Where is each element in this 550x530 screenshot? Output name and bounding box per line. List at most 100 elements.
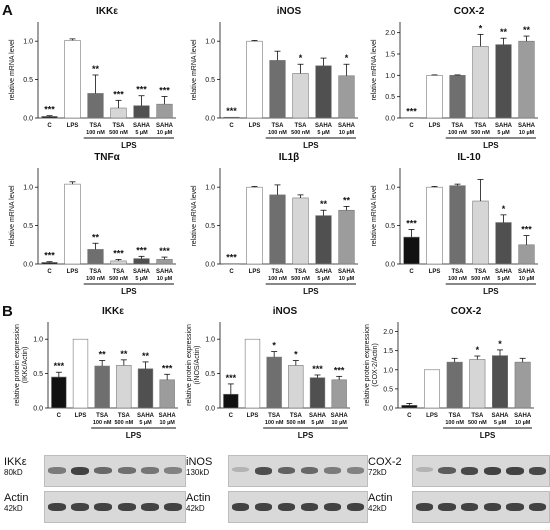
significance-mark: *** — [406, 107, 417, 117]
x-tick-sublabel: 500 nM — [115, 420, 134, 426]
chart-title: IL1β — [279, 152, 300, 163]
bar — [41, 116, 58, 119]
y-tick-label: 0.0 — [23, 116, 33, 123]
bar — [116, 365, 132, 409]
blot-band — [141, 503, 159, 511]
significance-mark: *** — [54, 361, 65, 371]
blot-band — [164, 467, 183, 474]
blot-band — [231, 503, 250, 511]
blot-protein-name: Actin — [368, 492, 393, 504]
significance-mark: *** — [136, 85, 147, 95]
significance-mark: *** — [44, 251, 55, 261]
x-tick-label: C — [47, 123, 52, 129]
y-tick-label: 1.0 — [33, 337, 43, 344]
x-tick-label: SAHA — [331, 413, 349, 419]
blot-band — [94, 467, 113, 475]
bar — [269, 60, 286, 119]
y-tick-label: 0.5 — [23, 77, 33, 84]
significance-mark: *** — [113, 89, 124, 99]
x-tick-sublabel: 5 µM — [135, 276, 148, 282]
x-tick-label: TSA — [290, 413, 303, 419]
significance-mark: ** — [500, 27, 508, 37]
blot-band — [438, 503, 456, 511]
x-tick-sublabel: 100 nM — [448, 130, 467, 136]
blot-label-bottom: Actin 42kD — [186, 492, 210, 513]
group-label: LPS — [121, 287, 137, 296]
blot-molecular-weight: 42kD — [186, 504, 205, 513]
chart-b1: IKKε relative protein expression(IKKε/Act… — [14, 306, 178, 440]
x-tick-label: LPS — [247, 413, 259, 419]
y-tick-label: 2.0 — [385, 30, 395, 37]
x-tick-label: TSA — [90, 123, 103, 129]
x-tick-label: LPS — [67, 123, 79, 129]
bar — [423, 369, 441, 409]
blot-band — [529, 467, 547, 475]
x-tick-label: SAHA — [518, 123, 536, 129]
bar — [269, 194, 286, 265]
x-tick-label: SAHA — [156, 269, 174, 275]
significance-mark: *** — [521, 225, 532, 235]
y-tick-label: 0.5 — [33, 371, 43, 378]
blot-band — [438, 467, 456, 475]
blot-protein-name: Actin — [4, 492, 29, 504]
y-tick-label: 1.0 — [205, 185, 215, 192]
x-tick-sublabel: 500 nM — [109, 276, 128, 282]
bar — [331, 379, 347, 409]
blot-strip-bottom — [44, 491, 186, 523]
x-tick-label: TSA — [118, 413, 131, 419]
blot-band — [141, 467, 159, 474]
significance-mark: ** — [343, 195, 351, 205]
chart-title: IL-10 — [457, 152, 481, 163]
bar — [315, 215, 332, 265]
y-axis-label: relative mRNA level — [9, 39, 16, 101]
significance-mark: ** — [523, 25, 531, 35]
y-axis-label: relative mRNA level — [191, 185, 198, 247]
x-tick-sublabel: 10 µM — [515, 420, 531, 426]
x-tick-sublabel: 500 nM — [471, 130, 490, 136]
y-axis-label: relative protein expression(iNOS/Actin) — [186, 324, 201, 406]
y-tick-label: 1.0 — [23, 185, 33, 192]
group-label: LPS — [303, 141, 319, 150]
x-tick-sublabel: 100 nM — [268, 276, 287, 282]
x-tick-label: SAHA — [338, 269, 356, 275]
bar — [156, 259, 173, 265]
x-tick-label: TSA — [272, 123, 285, 129]
bar — [403, 236, 420, 265]
blot-label-top: COX-2 72kD — [368, 456, 402, 477]
bar — [446, 361, 463, 409]
blot-band — [94, 503, 113, 511]
blot-band — [277, 467, 296, 475]
blot-label-top: IKKε 80kD — [4, 456, 27, 477]
x-tick-sublabel: 10 µM — [519, 130, 535, 136]
group-label: LPS — [483, 287, 499, 296]
bar — [223, 116, 240, 119]
chart-title: COX-2 — [451, 306, 482, 317]
x-tick-label: SAHA — [491, 413, 509, 419]
blot-band — [323, 467, 342, 474]
bar — [292, 73, 309, 119]
significance-mark: *** — [226, 253, 237, 263]
x-tick-sublabel: 5 µM — [497, 130, 510, 136]
blot-band — [346, 503, 365, 511]
x-tick-label: LPS — [249, 269, 261, 275]
x-tick-sublabel: 500 nM — [468, 420, 487, 426]
blot-band — [254, 503, 273, 511]
significance-mark: *** — [159, 85, 170, 95]
x-tick-sublabel: 100 nM — [445, 420, 464, 426]
blot-strip-top — [228, 455, 368, 487]
group-label: LPS — [126, 431, 142, 440]
y-tick-label: 0.5 — [205, 223, 215, 230]
x-tick-label: TSA — [449, 413, 462, 419]
blot-molecular-weight: 42kD — [368, 504, 387, 513]
blot-band — [506, 503, 524, 511]
chart-title: TNFα — [94, 152, 120, 163]
bar — [449, 185, 466, 265]
y-axis-label: relative mRNA level — [371, 185, 378, 247]
x-tick-sublabel: 500 nM — [287, 420, 306, 426]
bar — [156, 103, 173, 119]
blot-strip-bottom — [412, 491, 550, 523]
chart-a2: iNOS relative mRNA level 0.0 0.5 1.0 *** C LPS T… — [191, 6, 358, 150]
bar — [518, 244, 535, 265]
x-tick-label: LPS — [67, 269, 79, 275]
chart-a3: COX-2 relative mRNA level 0.0 0.5 1.0 1.5 2.0 *… — [371, 6, 538, 150]
